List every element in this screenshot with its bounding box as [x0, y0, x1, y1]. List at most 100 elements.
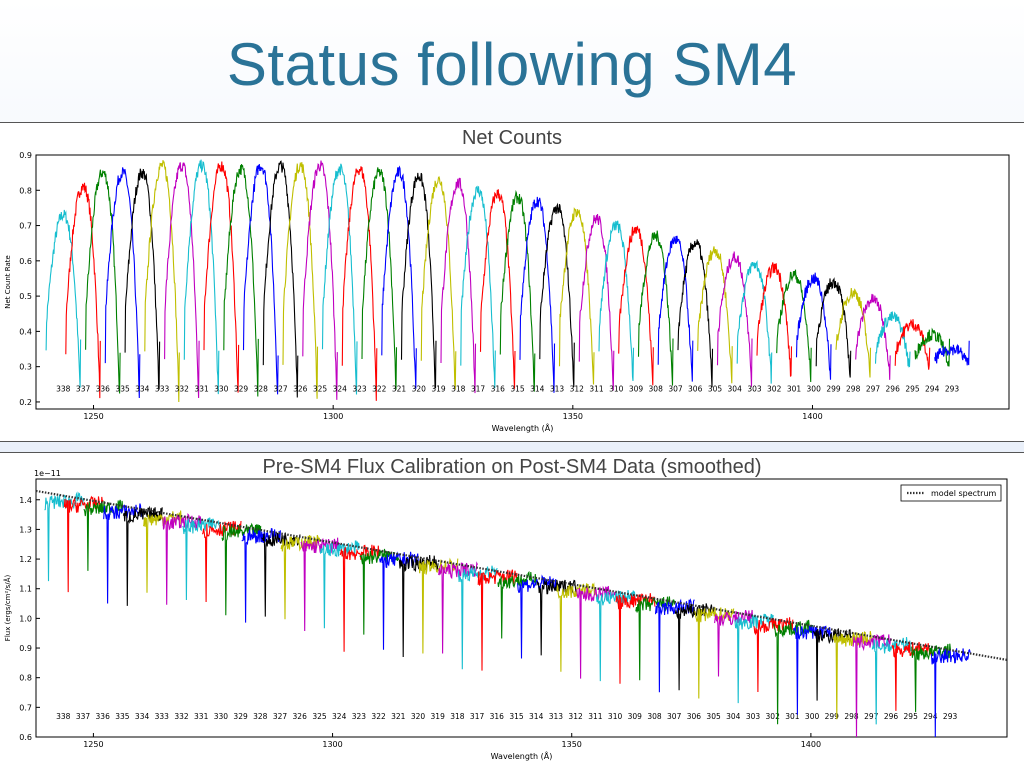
net-counts-order-311-line: [578, 213, 615, 391]
flux-order-335-line: [103, 503, 143, 604]
flux-order-314-line: [517, 574, 557, 659]
net-counts-order-309-line: [618, 225, 654, 386]
flux-order-label: 309: [628, 712, 643, 721]
net-counts-order-label: 315: [510, 384, 525, 393]
flux-ytick-label: 1.2: [19, 555, 32, 564]
flux-order-label: 296: [884, 712, 899, 721]
net-counts-order-301-line: [776, 269, 812, 383]
flux-order-label: 318: [450, 712, 465, 721]
flux-order-label: 297: [864, 712, 879, 721]
flux-calibration-panel: Pre-SM4 Flux Calibration on Post-SM4 Dat…: [0, 452, 1024, 769]
flux-order-label: 338: [56, 712, 71, 721]
flux-order-label: 311: [588, 712, 603, 721]
flux-order-300-line: [792, 625, 833, 715]
net-counts-order-label: 297: [866, 384, 881, 393]
net-counts-order-323-line: [341, 166, 378, 401]
flux-order-label: 332: [174, 712, 189, 721]
net-counts-order-321-line: [381, 165, 417, 389]
flux-xtick-label: 1300: [322, 740, 342, 749]
flux-y-axis-label: Flux (ergs/cm²/s/Å): [3, 575, 12, 642]
net-counts-order-313-line: [539, 202, 575, 388]
flux-order-324-line: [319, 540, 360, 629]
flux-order-label: 313: [549, 712, 564, 721]
flux-order-label: 314: [529, 712, 544, 721]
net-counts-order-318-line: [440, 177, 477, 394]
flux-order-label: 324: [332, 712, 347, 721]
flux-order-label: 333: [155, 712, 170, 721]
flux-order-299-line: [812, 628, 853, 701]
flux-order-338-line: [44, 491, 84, 582]
net-counts-order-label: 319: [431, 384, 446, 393]
flux-order-label: 322: [371, 712, 386, 721]
net-counts-order-label: 333: [155, 384, 170, 393]
net-counts-ytick-label: 0.4: [19, 327, 32, 336]
flux-ytick-label: 0.9: [19, 644, 32, 653]
net-counts-order-label: 325: [313, 384, 328, 393]
net-counts-order-label: 311: [589, 384, 604, 393]
flux-order-319-line: [418, 557, 459, 654]
net-counts-order-303-line: [736, 260, 773, 384]
net-counts-order-326-line: [282, 161, 319, 399]
net-counts-order-label: 335: [115, 384, 130, 393]
flux-ytick-label: 1.4: [19, 496, 32, 505]
net-counts-order-label: 300: [807, 384, 822, 393]
flux-order-label: 293: [943, 712, 958, 721]
flux-xtick-label: 1350: [562, 740, 582, 749]
flux-order-label: 306: [687, 712, 702, 721]
flux-order-329-line: [221, 522, 262, 616]
net-counts-xtick-label: 1250: [83, 412, 103, 421]
net-counts-order-label: 328: [254, 384, 269, 393]
net-counts-order-label: 327: [273, 384, 288, 393]
flux-y-scale-label: 1e−11: [34, 469, 61, 478]
net-counts-order-319-line: [420, 175, 457, 390]
flux-order-293-line: [930, 648, 971, 738]
net-counts-order-label: 299: [826, 384, 841, 393]
net-counts-order-333-line: [144, 160, 180, 403]
flux-order-label: 300: [805, 712, 820, 721]
flux-order-309-line: [615, 593, 656, 684]
flux-ytick-label: 1.0: [19, 614, 32, 623]
flux-calibration-chart: 1250 1300 1350 1400 0.6 0.7 0.8 0.9 1.0 1.1 1.2 1.3…: [3, 469, 1008, 761]
net-counts-order-310-line: [598, 220, 635, 381]
net-counts-order-label: 336: [96, 384, 111, 393]
flux-order-336-line: [83, 499, 124, 571]
net-counts-order-label: 313: [550, 384, 565, 393]
net-counts-order-label: 314: [530, 384, 545, 393]
net-counts-order-label: 338: [56, 384, 71, 393]
net-counts-order-327-line: [262, 160, 299, 398]
net-counts-order-316-line: [479, 189, 516, 389]
net-counts-order-320-line: [400, 172, 437, 389]
net-counts-ytick-label: 0.3: [19, 363, 32, 372]
flux-order-label: 294: [923, 712, 938, 721]
net-counts-order-label: 303: [747, 384, 762, 393]
net-counts-order-label: 324: [333, 384, 348, 393]
net-counts-plot-frame: [35, 154, 1010, 410]
net-counts-order-label: 310: [609, 384, 624, 393]
flux-order-318-line: [438, 561, 478, 654]
flux-order-label: 331: [194, 712, 209, 721]
flux-ytick-label: 1.3: [19, 525, 32, 534]
flux-order-label: 319: [431, 712, 446, 721]
net-counts-order-325-line: [302, 160, 338, 400]
model-spectrum-line: [35, 489, 1008, 661]
flux-order-label: 317: [470, 712, 485, 721]
flux-order-label: 329: [233, 712, 248, 721]
net-counts-order-label: 337: [76, 384, 91, 393]
flux-order-327-line: [261, 532, 301, 617]
net-counts-order-label: 308: [649, 384, 664, 393]
net-counts-order-296-line: [874, 311, 911, 368]
flux-order-label: 310: [608, 712, 623, 721]
net-counts-order-label: 294: [925, 384, 940, 393]
flux-order-337-line: [63, 495, 104, 593]
net-counts-order-334-line: [124, 168, 161, 390]
net-counts-order-293-line: [934, 340, 970, 366]
net-counts-order-305-line: [697, 246, 733, 384]
net-counts-x-axis-label: Wavelength (Å): [492, 422, 554, 433]
flux-order-label: 328: [253, 712, 268, 721]
flux-order-label: 299: [825, 712, 840, 721]
net-counts-ytick-label: 0.7: [19, 222, 32, 231]
net-counts-order-label: 298: [846, 384, 861, 393]
flux-order-label: 312: [568, 712, 583, 721]
net-counts-order-332-line: [164, 162, 200, 399]
flux-order-label: 307: [667, 712, 682, 721]
